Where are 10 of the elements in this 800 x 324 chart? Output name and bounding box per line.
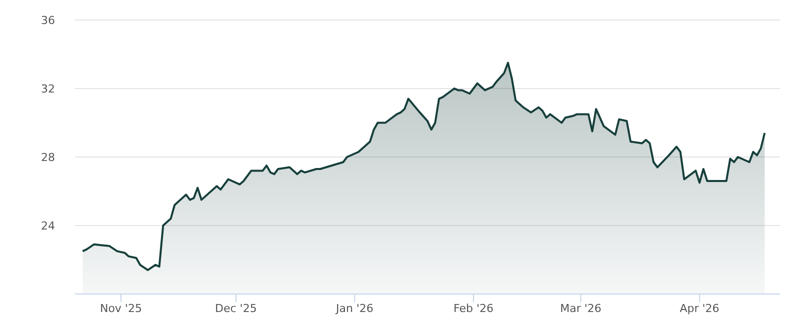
x-tick-label: Nov '25: [100, 302, 142, 315]
x-tick-label: Dec '25: [215, 302, 257, 315]
y-tick-label: 36: [41, 14, 55, 27]
x-tick-label: Feb '26: [453, 302, 494, 315]
y-tick-label: 32: [41, 82, 55, 96]
y-tick-label: 24: [41, 219, 55, 232]
y-tick-label: 28: [41, 150, 55, 164]
x-tick-label: Mar '26: [560, 302, 602, 315]
x-tick-label: Apr '26: [680, 302, 720, 315]
x-tick-label: Jan '26: [334, 302, 374, 315]
